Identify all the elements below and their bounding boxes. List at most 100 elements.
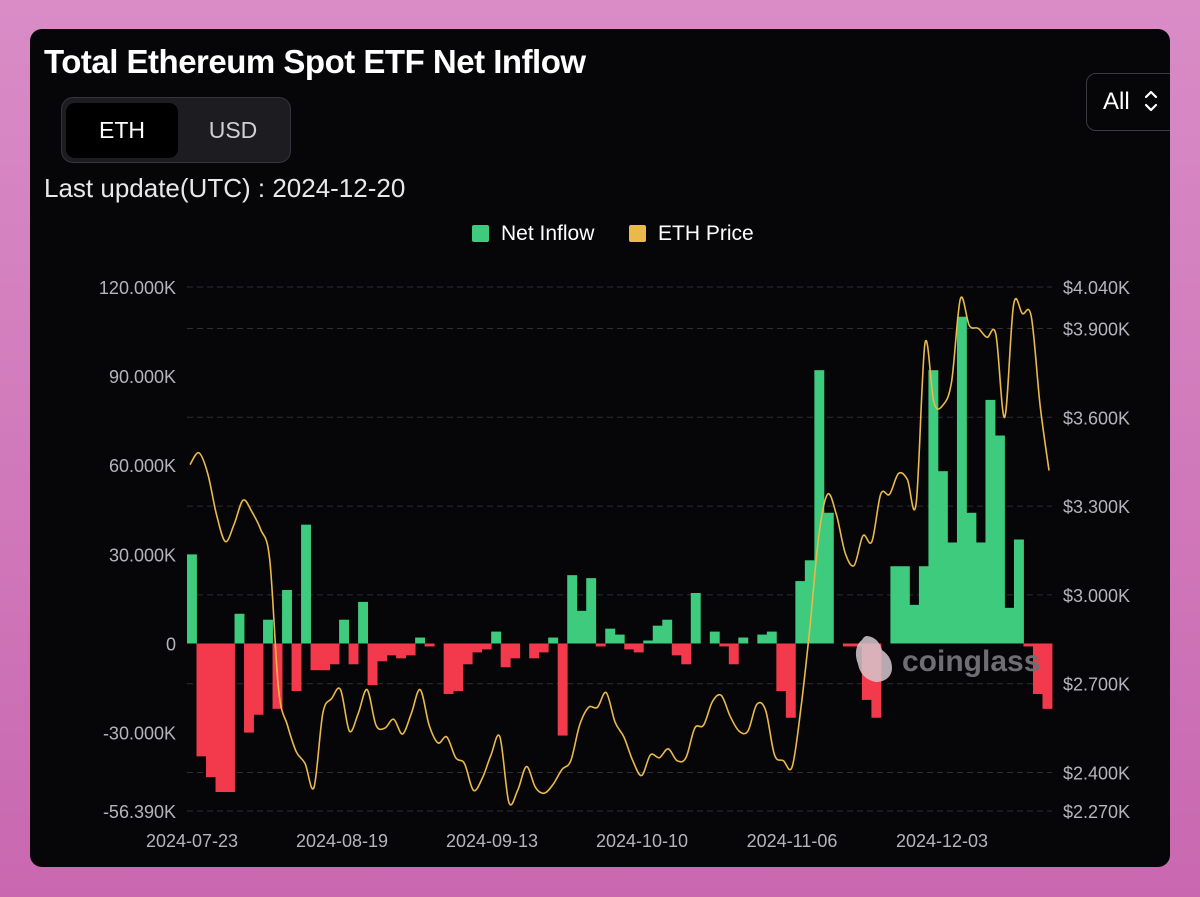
coinglass-watermark: coinglass bbox=[855, 636, 1040, 682]
net-inflow-bar bbox=[396, 643, 407, 659]
watermark-text: coinglass bbox=[902, 645, 1040, 678]
usd-toggle-button[interactable]: USD bbox=[208, 117, 258, 143]
net-inflow-bar bbox=[776, 643, 787, 692]
net-inflow-bar bbox=[510, 643, 521, 659]
net-inflow-bar bbox=[481, 643, 492, 650]
net-inflow-bar bbox=[633, 643, 644, 653]
net-inflow-bar bbox=[529, 643, 540, 659]
right-axis-tick-label: $3.000K bbox=[1063, 586, 1130, 606]
net-inflow-bar bbox=[500, 643, 511, 668]
net-inflow-bar bbox=[215, 643, 226, 793]
left-axis-labels: 120.000K 90.000K 60.000K 30.000K 0 -30.000K -5… bbox=[99, 278, 176, 822]
x-axis-tick-label: 2024-10-10 bbox=[596, 831, 688, 851]
net-inflow-bar bbox=[415, 637, 426, 644]
net-inflow-bar bbox=[909, 604, 920, 644]
legend-label-net-inflow: Net Inflow bbox=[501, 222, 595, 245]
right-axis-tick-label: $2.400K bbox=[1063, 764, 1130, 784]
x-axis-tick-label: 2024-12-03 bbox=[896, 831, 988, 851]
net-inflow-bar bbox=[766, 631, 777, 644]
net-inflow-bar bbox=[899, 566, 910, 644]
net-inflow-bar bbox=[1023, 643, 1034, 647]
right-axis-tick-label: $3.300K bbox=[1063, 497, 1130, 517]
legend-label-eth-price: ETH Price bbox=[658, 222, 754, 245]
left-axis-tick-label: 90.000K bbox=[109, 367, 176, 387]
range-select-value: All bbox=[1103, 88, 1130, 115]
net-inflow-bar bbox=[1004, 607, 1015, 644]
net-inflow-bar bbox=[538, 643, 549, 653]
net-inflow-bar bbox=[1013, 539, 1024, 644]
net-inflow-bar bbox=[301, 524, 311, 644]
grid-lines bbox=[187, 286, 1052, 812]
left-axis-tick-label: -30.000K bbox=[103, 724, 176, 744]
x-axis-tick-label: 2024-09-13 bbox=[446, 831, 538, 851]
range-select[interactable]: All bbox=[1086, 73, 1170, 131]
net-inflow-bar bbox=[852, 643, 863, 647]
net-inflow-bar bbox=[462, 643, 473, 665]
net-inflow-bar bbox=[928, 370, 939, 644]
x-axis-tick-label: 2024-11-06 bbox=[747, 831, 838, 851]
left-axis-tick-label: 0 bbox=[166, 634, 176, 654]
right-axis-labels: $4.040K $3.900K $3.600K $3.300K $3.000K $2.70… bbox=[1063, 278, 1130, 822]
x-axis-tick-label: 2024-08-19 bbox=[296, 831, 388, 851]
net-inflow-bar bbox=[263, 619, 273, 644]
net-inflow-bar bbox=[405, 643, 416, 656]
net-inflow-bar bbox=[386, 643, 397, 656]
net-inflow-bar bbox=[662, 619, 673, 644]
net-inflow-bar bbox=[367, 643, 378, 686]
right-axis-tick-label: $2.700K bbox=[1063, 675, 1130, 695]
net-inflow-bar bbox=[187, 554, 197, 644]
net-inflow-bar bbox=[671, 643, 682, 656]
right-axis-tick-label: $3.600K bbox=[1063, 408, 1130, 428]
net-inflow-bar bbox=[956, 316, 967, 644]
net-inflow-bar bbox=[206, 643, 216, 778]
right-axis-tick-label: $3.900K bbox=[1063, 319, 1130, 339]
net-inflow-bar bbox=[728, 643, 739, 665]
net-inflow-bar bbox=[918, 566, 929, 644]
net-inflow-bar bbox=[947, 542, 958, 644]
net-inflow-bar bbox=[994, 435, 1005, 644]
chart-card: Total Ethereum Spot ETF Net Inflow ETH U… bbox=[30, 29, 1170, 867]
net-inflow-bar bbox=[757, 634, 768, 644]
eth-toggle-button[interactable]: ETH bbox=[66, 103, 178, 158]
net-inflow-bar bbox=[244, 643, 254, 733]
net-inflow-bar bbox=[709, 631, 720, 644]
net-inflow-bar bbox=[310, 643, 321, 671]
net-inflow-bar bbox=[320, 643, 330, 671]
net-inflow-bar bbox=[377, 643, 388, 662]
net-inflow-bar bbox=[557, 643, 568, 736]
net-inflow-bar bbox=[975, 542, 986, 644]
net-inflow-bar bbox=[576, 610, 587, 644]
net-inflow-bar bbox=[785, 643, 796, 718]
bar-series bbox=[187, 316, 1053, 793]
left-axis-tick-label: 120.000K bbox=[99, 278, 176, 298]
net-inflow-bar bbox=[567, 575, 578, 644]
net-inflow-bar bbox=[282, 590, 292, 644]
chart-legend: Net Inflow ETH Price bbox=[30, 219, 1170, 249]
left-axis-tick-label: 60.000K bbox=[109, 456, 176, 476]
net-inflow-bar bbox=[795, 581, 806, 644]
right-axis-tick-label: $4.040K bbox=[1063, 278, 1130, 298]
net-inflow-bar bbox=[1042, 643, 1053, 709]
net-inflow-bar bbox=[234, 613, 245, 644]
net-inflow-bar bbox=[814, 370, 825, 644]
price-series bbox=[189, 296, 1050, 806]
net-inflow-bar bbox=[253, 643, 264, 715]
net-inflow-bar bbox=[652, 625, 663, 644]
net-inflow-bar bbox=[548, 637, 559, 644]
net-inflow-bar bbox=[937, 471, 948, 644]
net-inflow-bar bbox=[472, 643, 483, 653]
net-inflow-bar bbox=[842, 643, 853, 647]
net-inflow-bar bbox=[595, 643, 606, 647]
net-inflow-bar bbox=[339, 619, 349, 644]
x-axis-labels: 2024-07-23 2024-08-19 2024-09-13 2024-10-10… bbox=[146, 831, 988, 851]
net-inflow-bar bbox=[624, 643, 635, 650]
net-inflow-bar bbox=[890, 566, 901, 644]
net-inflow-bar bbox=[966, 512, 977, 644]
net-inflow-bar bbox=[1032, 643, 1043, 694]
net-inflow-bar bbox=[614, 634, 625, 644]
net-inflow-bar bbox=[643, 640, 654, 644]
inflow-chart: coinglass 120.000K 90.000K 60.000K 30.000K 0… bbox=[99, 278, 1130, 851]
left-axis-tick-label: -56.390K bbox=[103, 802, 176, 822]
net-inflow-bar bbox=[690, 592, 701, 644]
net-inflow-bar bbox=[681, 643, 692, 665]
